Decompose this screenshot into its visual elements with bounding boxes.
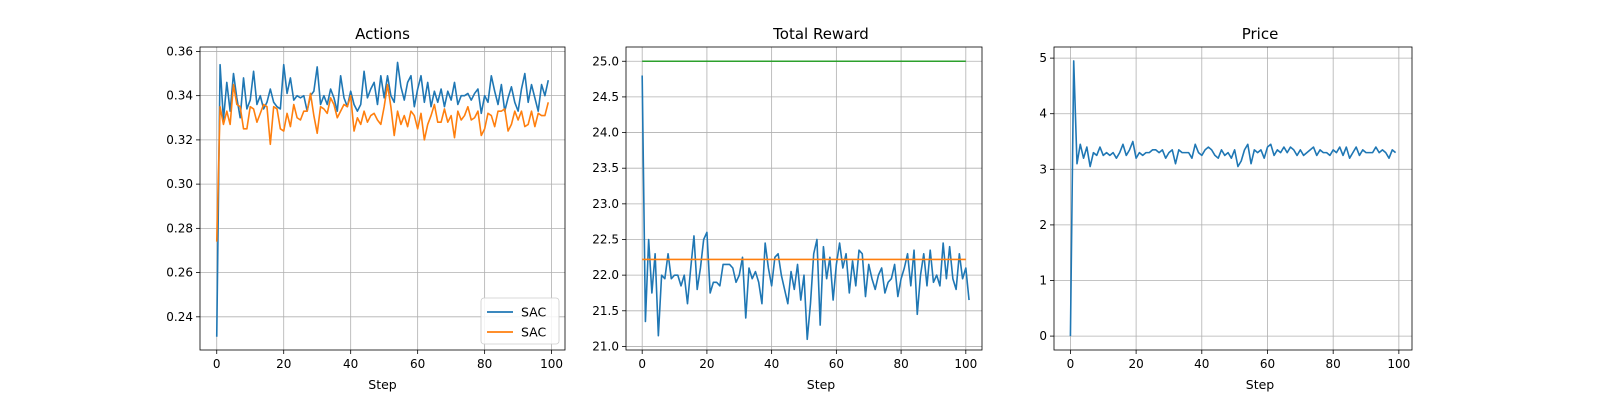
y-tick-label: 23.5: [592, 161, 619, 175]
x-tick-label: 20: [1128, 357, 1143, 371]
y-tick-label: 0: [1039, 329, 1047, 343]
y-tick-label: 4: [1039, 107, 1047, 121]
plot-frame-price: [1053, 46, 1413, 351]
series-group-price: [1069, 60, 1397, 337]
x-tick-label: 80: [1326, 357, 1341, 371]
x-tick-label: 100: [540, 357, 563, 371]
y-tick-label: 23.0: [592, 197, 619, 211]
plot-frame-actions: [199, 46, 566, 351]
series-line-actions-1: [215, 61, 550, 337]
x-tick-label: 60: [1260, 357, 1275, 371]
y-tick-label: 3: [1039, 162, 1047, 176]
x-axis-label-actions: Step: [368, 377, 397, 392]
y-tick-label: 22.5: [592, 232, 619, 246]
x-tick-label: 80: [893, 357, 908, 371]
legend-entry-label: SAC: [521, 305, 546, 320]
y-tick-label: 24.0: [592, 126, 619, 140]
x-tick-label: 0: [213, 357, 221, 371]
y-tick-label: 1: [1039, 274, 1047, 288]
plot-frame-total-reward: [625, 46, 983, 351]
x-tick-label: 100: [954, 357, 977, 371]
panel-price: Price Step 0 20 40 60 80 100 0 1 2 3 4 5: [1039, 25, 1413, 392]
legend-entry-label: SAC: [521, 325, 546, 340]
panel-actions: Actions Step 0 20 40 60 80 100 0.24 0.26 0.28 0.3…: [166, 25, 566, 392]
y-tick-label: 0.24: [166, 310, 193, 324]
panel-total-reward: Total Reward Step 0 20 40 60 80 100 21.0 21.5 22…: [592, 25, 983, 392]
x-tick-label: 80: [477, 357, 492, 371]
y-tick-label: 2: [1039, 218, 1047, 232]
x-tick-label: 100: [1387, 357, 1410, 371]
legend: SAC SAC: [480, 297, 560, 345]
y-tick-label: 0.32: [166, 133, 193, 147]
y-tick-label: 0.36: [166, 44, 193, 58]
series-line-total-reward-1: [641, 75, 970, 341]
series-group-total-reward: [641, 60, 970, 341]
y-tick-label: 5: [1039, 51, 1047, 65]
x-tick-label: 60: [829, 357, 844, 371]
x-tick-label: 40: [1194, 357, 1209, 371]
y-tick-label: 25.0: [592, 54, 619, 68]
chart-title-total-reward: Total Reward: [772, 25, 869, 43]
x-axis-label-total-reward: Step: [807, 377, 836, 392]
y-tick-label: 0.34: [166, 89, 193, 103]
y-tick-label: 0.26: [166, 266, 193, 280]
y-tick-label: 22.0: [592, 268, 619, 282]
series-line-actions-2: [215, 83, 550, 242]
x-tick-label: 20: [276, 357, 291, 371]
y-tick-label: 0.30: [166, 177, 193, 191]
chart-title-price: Price: [1242, 25, 1279, 43]
chart-title-actions: Actions: [355, 25, 410, 43]
x-tick-label: 0: [638, 357, 646, 371]
legend-box: [480, 297, 560, 345]
y-tick-label: 24.5: [592, 90, 619, 104]
x-tick-label: 20: [699, 357, 714, 371]
series-line-price-1: [1069, 60, 1397, 337]
x-tick-label: 0: [1067, 357, 1075, 371]
x-tick-label: 40: [764, 357, 779, 371]
x-axis-label-price: Step: [1246, 377, 1275, 392]
x-tick-label: 40: [343, 357, 358, 371]
series-group-actions: [215, 61, 550, 337]
y-tick-label: 21.0: [592, 339, 619, 353]
y-tick-label: 0.28: [166, 221, 193, 235]
y-tick-label: 21.5: [592, 304, 619, 318]
x-tick-label: 60: [410, 357, 425, 371]
